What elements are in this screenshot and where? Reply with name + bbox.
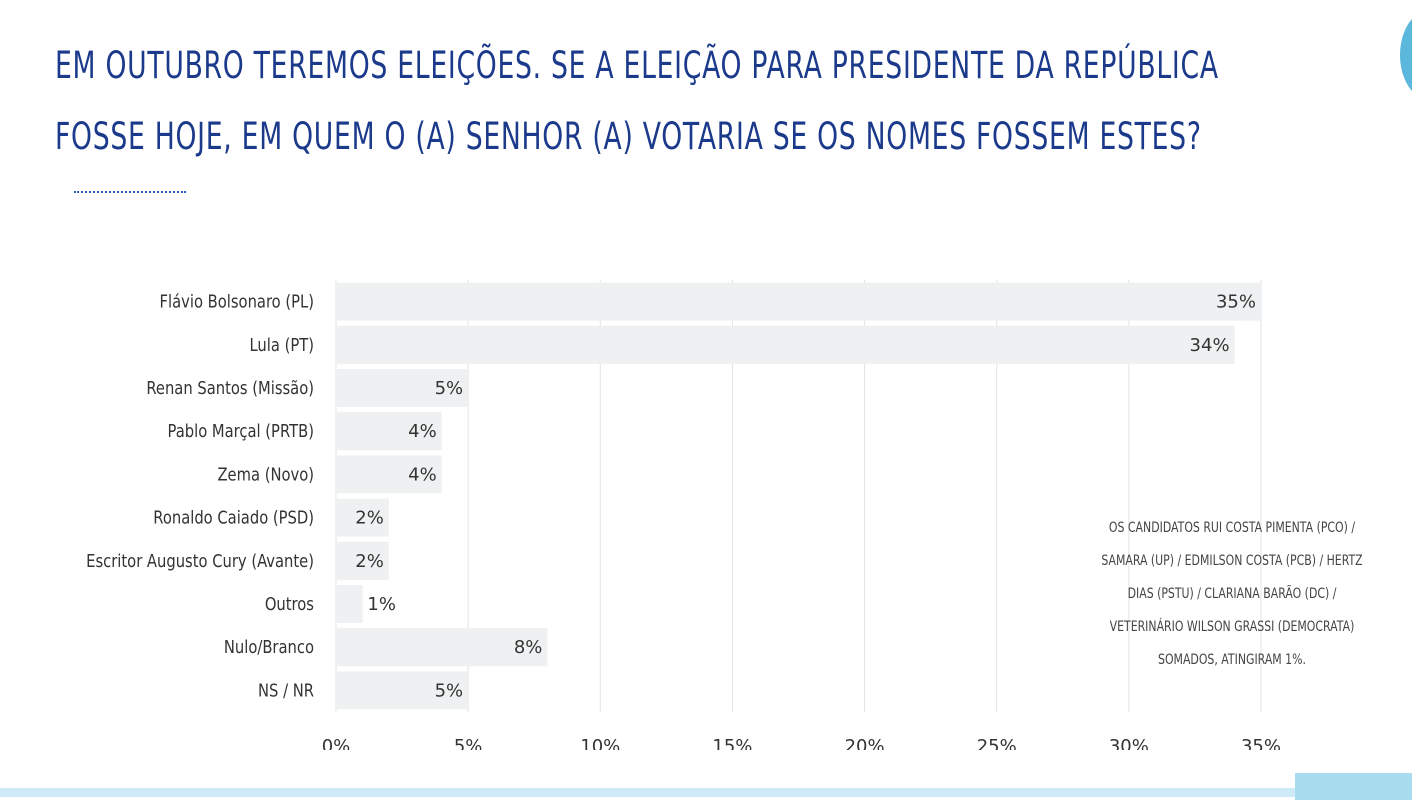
bar (336, 498, 389, 537)
x-tick-label: 10% (580, 736, 620, 750)
bar (336, 541, 389, 580)
x-tick-label: 0% (322, 736, 351, 750)
x-tick-label: 30% (1109, 736, 1149, 750)
category-label: Nulo/Branco (224, 637, 314, 658)
bar (336, 585, 363, 623)
x-tick-label: 20% (845, 736, 885, 750)
corner-decoration (1400, 10, 1412, 100)
value-label: 1% (367, 594, 396, 615)
bar (336, 628, 548, 667)
value-label: 2% (355, 551, 384, 572)
value-label: 2% (355, 508, 384, 529)
chart-title-line-1: EM OUTUBRO TEREMOS ELEIÇÕES. SE A ELEIÇÃ… (55, 44, 1219, 87)
value-label: 8% (514, 637, 543, 658)
chart-title: EM OUTUBRO TEREMOS ELEIÇÕES. SE A ELEIÇÃ… (55, 30, 1219, 172)
footer-block (1295, 773, 1412, 800)
category-label: Outros (265, 594, 314, 615)
chart-title-line-2: FOSSE HOJE, EM QUEM O (A) SENHOR (A) VOT… (55, 115, 1202, 158)
category-label: NS / NR (258, 680, 314, 701)
bar (336, 369, 469, 407)
bar (336, 325, 1235, 364)
value-label: 35% (1216, 292, 1256, 313)
value-label: 4% (408, 464, 437, 485)
bar (336, 282, 1261, 321)
category-label: Renan Santos (Missão) (146, 378, 314, 399)
value-label: 5% (435, 680, 464, 701)
category-label: Flávio Bolsonaro (PL) (160, 291, 314, 312)
x-tick-label: 35% (1241, 736, 1281, 750)
category-label: Pablo Marçal (PRTB) (167, 421, 314, 442)
x-tick-label: 5% (454, 736, 483, 750)
bar (336, 412, 442, 451)
footer-band (0, 788, 1412, 797)
bar (336, 455, 442, 494)
category-label: Lula (PT) (249, 334, 314, 355)
category-label: Escritor Augusto Cury (Avante) (86, 550, 314, 571)
candidates-note: OS CANDIDATOS RUI COSTA PIMENTA (PCO) / … (1101, 520, 1363, 668)
x-tick-label: 15% (712, 736, 752, 750)
value-label: 34% (1190, 335, 1230, 356)
category-label: Zema (Novo) (217, 464, 314, 485)
category-label: Ronaldo Caiado (PSD) (153, 507, 314, 528)
title-divider (74, 191, 186, 193)
x-tick-label: 25% (977, 736, 1017, 750)
bar (336, 671, 469, 710)
bar-chart: Flávio Bolsonaro (PL) 35% Lula (PT) 34% Rena… (86, 280, 1281, 750)
value-label: 5% (435, 378, 464, 399)
value-label: 4% (408, 421, 437, 442)
